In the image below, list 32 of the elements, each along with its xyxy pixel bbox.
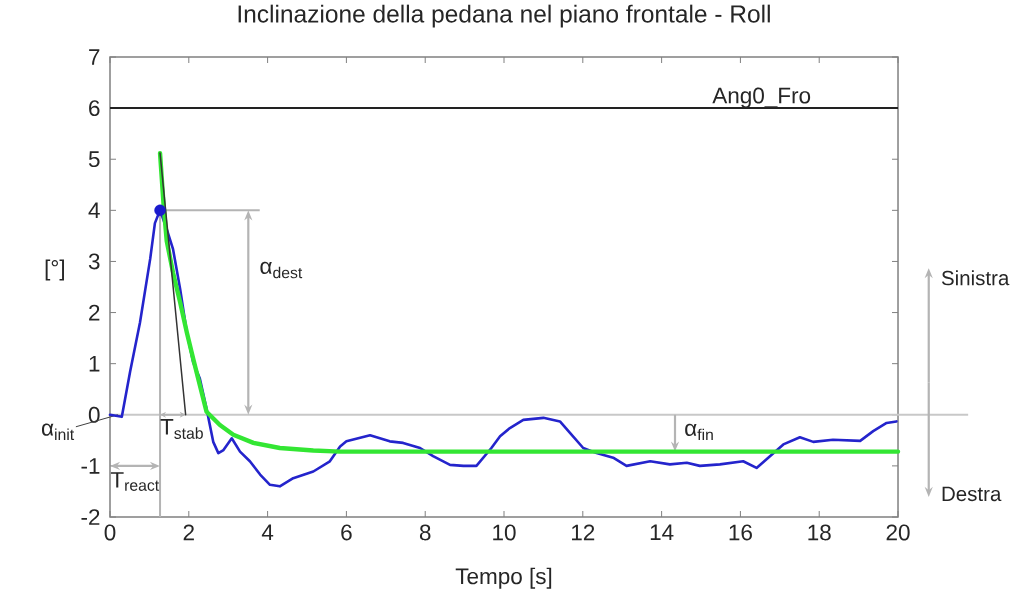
x-tick-label: 2 — [183, 524, 194, 541]
x-tick-label: 20 — [886, 524, 910, 541]
annotation: T$_{stab}$ — [160, 418, 203, 439]
annotation: α$_{dest}$ — [260, 261, 303, 279]
y-tick-label: 4 — [88, 202, 100, 219]
y-tick-label: 2 — [89, 304, 100, 321]
chart-title: Inclinazione della pedana nel piano frontale - Roll — [238, 4, 770, 28]
x-tick-label: 14 — [650, 524, 674, 540]
text: Destra — [942, 486, 1002, 502]
y-tick-label: -1 — [81, 458, 100, 474]
x-tick-label: 16 — [729, 524, 752, 541]
y-tick-label: 7 — [89, 49, 100, 65]
y-tick-label: 5 — [88, 151, 100, 168]
y-axis-title: [°] — [45, 259, 64, 281]
x-tick-label: 0 — [104, 524, 116, 541]
y-tick-label: -2 — [81, 509, 100, 525]
y-tick-label: 3 — [88, 253, 100, 270]
annotation: T$_{react}$ — [110, 472, 160, 491]
text: Sinistra — [941, 270, 1010, 286]
y-tick-label: 1 — [89, 355, 100, 372]
x-tick-label: 18 — [808, 524, 831, 541]
x-tick-label: 6 — [341, 524, 352, 541]
x-tick-label: 12 — [572, 524, 595, 541]
x-tick-label: 8 — [419, 524, 431, 541]
annotation: α$_{init}$ — [41, 423, 75, 441]
x-tick-label: 10 — [493, 524, 516, 541]
y-tick-label: 6 — [89, 100, 100, 117]
annotation: α$_{fin}$ — [685, 423, 713, 441]
ref-line-label: Ang0_Fro — [712, 87, 811, 108]
y-tick-label: 0 — [88, 406, 100, 423]
x-tick-label: 4 — [261, 524, 274, 540]
x-axis-title: Tempo [s] — [455, 567, 552, 589]
